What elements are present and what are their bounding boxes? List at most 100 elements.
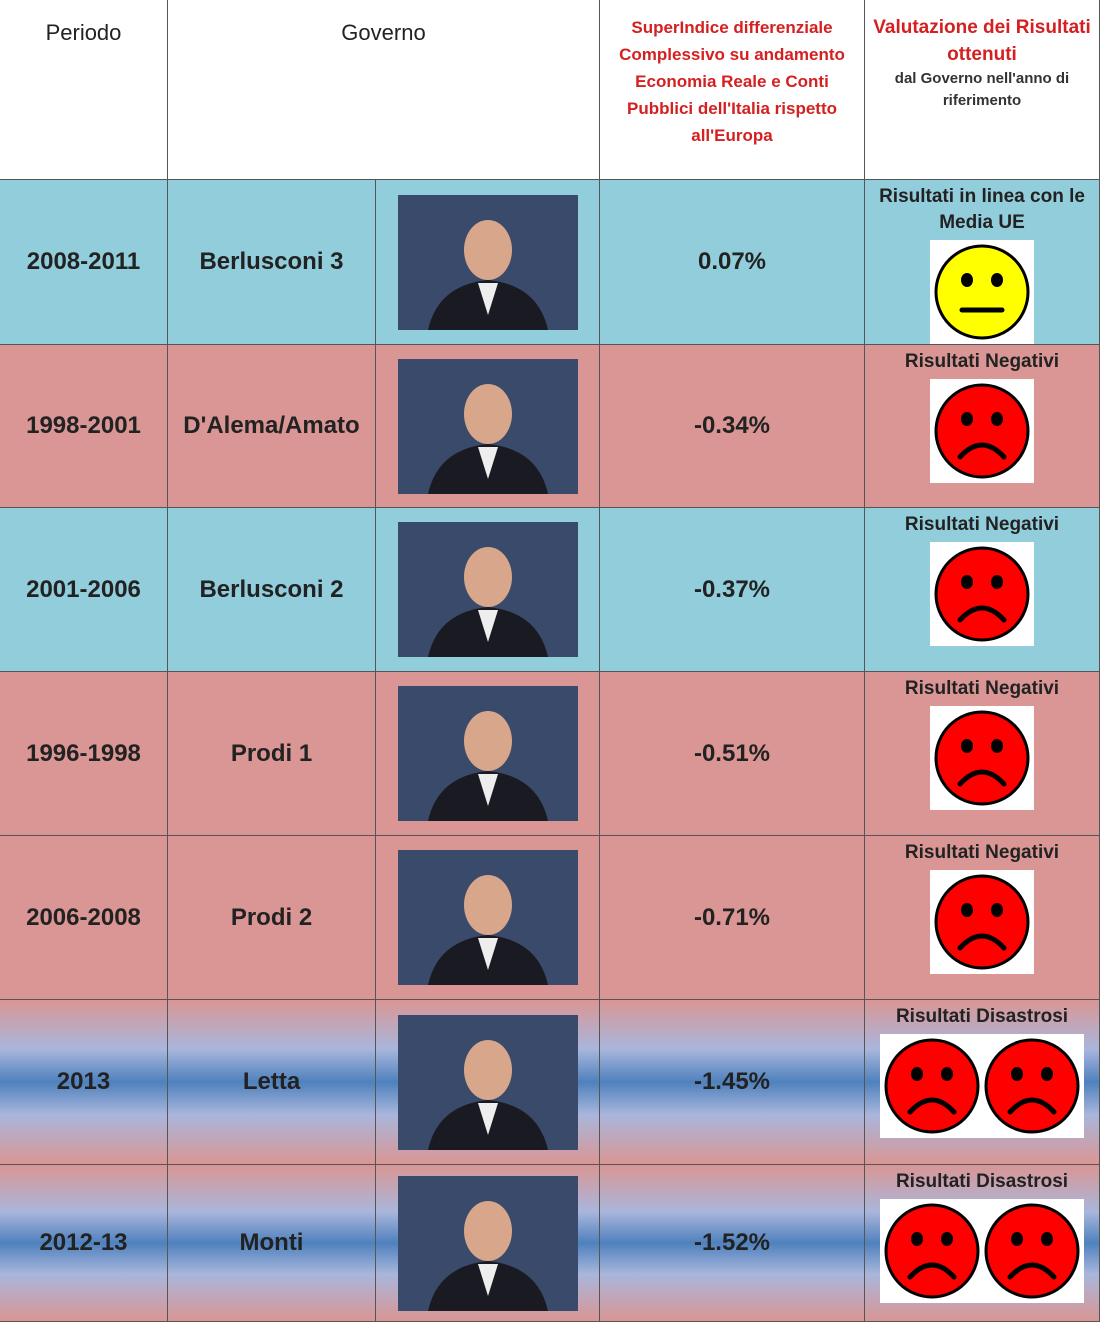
rating-cell: Risultati Disastrosi	[865, 1000, 1100, 1165]
photo-face	[463, 383, 512, 444]
smiley-mouth	[957, 605, 1007, 623]
period-cell: 2008-2011	[0, 180, 168, 345]
smiley-face	[884, 1203, 980, 1299]
header-text: SuperIndice differenziale Complessivo su…	[619, 18, 845, 145]
smiley-eye	[961, 575, 973, 589]
rating-text: Risultati Negativi	[904, 678, 1060, 699]
smiley-mouth	[957, 933, 1007, 951]
rating-icons	[880, 1034, 1084, 1138]
smiley-face	[934, 244, 1030, 340]
smiley-mouth	[1007, 1097, 1057, 1115]
smiley	[934, 874, 1030, 970]
smiley-eye	[991, 739, 1003, 753]
rating-cell: Risultati Negativi	[865, 672, 1100, 836]
period-cell: 2012-13	[0, 1165, 168, 1322]
government-cell: Prodi 2	[168, 836, 376, 1000]
index-cell: -0.37%	[600, 508, 865, 672]
government: Prodi 1	[230, 739, 313, 767]
smiley-eye	[961, 273, 973, 287]
period: 1998-2001	[26, 412, 141, 439]
government-cell: Prodi 1	[168, 672, 376, 836]
smiley	[984, 1038, 1080, 1134]
smiley-face	[984, 1203, 1080, 1299]
smiley	[934, 546, 1030, 642]
rating-text: Risultati Disastrosi	[895, 1006, 1069, 1027]
photo-shirt	[477, 446, 498, 479]
index-cell: -0.51%	[600, 672, 865, 836]
rating-text: Risultati Negativi	[904, 842, 1060, 863]
photo-shirt	[477, 610, 498, 642]
smiley-eye	[961, 412, 973, 426]
period: 2008-2011	[26, 248, 141, 275]
smiley	[934, 383, 1030, 479]
photo-shirt	[477, 282, 498, 315]
smiley-eye	[1011, 1232, 1023, 1246]
period: 2012-13	[39, 1229, 128, 1256]
smiley-mouth	[907, 1262, 957, 1280]
index-value: -0.51%	[693, 739, 771, 767]
index-cell: -1.52%	[600, 1165, 865, 1322]
period: 2001-2006	[26, 575, 141, 603]
rating-text: Risultati Disastrosi	[895, 1171, 1069, 1192]
government: Berlusconi 2	[199, 575, 344, 603]
smiley-face	[984, 1038, 1080, 1134]
smiley-eye	[991, 575, 1003, 589]
index-value: -0.34%	[693, 412, 771, 439]
rating-cell: Risultati Negativi	[865, 508, 1100, 672]
rating-text: Risultati in linea con le Media UE	[879, 186, 1085, 233]
photo-shirt	[477, 1102, 498, 1135]
rating-cell: Risultati Negativi	[865, 345, 1100, 508]
smiley-face	[934, 710, 1030, 806]
photo	[397, 1175, 578, 1311]
smiley	[934, 710, 1030, 806]
period-cell: 2001-2006	[0, 508, 168, 672]
government: Letta	[242, 1068, 301, 1095]
header-rating: Valutazione dei Risultati ottenuti dal G…	[865, 0, 1100, 180]
photo-face	[463, 1200, 512, 1261]
period-cell: 1996-1998	[0, 672, 168, 836]
smiley-face	[934, 874, 1030, 970]
government: Berlusconi 3	[199, 248, 344, 275]
smiley-eye	[991, 412, 1003, 426]
smiley-face	[884, 1038, 980, 1134]
smiley	[934, 244, 1030, 340]
period-cell: 2013	[0, 1000, 168, 1165]
smiley-eye	[961, 903, 973, 917]
period: 2006-2008	[26, 903, 141, 931]
header-index: SuperIndice differenziale Complessivo su…	[600, 0, 865, 180]
photo	[397, 194, 578, 330]
index-cell: -0.71%	[600, 836, 865, 1000]
period-cell: 2006-2008	[0, 836, 168, 1000]
rating-cell: Risultati in linea con le Media UE	[865, 180, 1100, 345]
rating-icons	[930, 379, 1034, 483]
photo	[397, 850, 578, 985]
smiley-mouth	[957, 769, 1007, 787]
period-cell: 1998-2001	[0, 345, 168, 508]
smiley-mouth	[957, 442, 1007, 460]
index-cell: 0.07%	[600, 180, 865, 345]
period: 1996-1998	[26, 739, 141, 767]
photo-shirt	[477, 938, 498, 970]
smiley-face	[934, 546, 1030, 642]
government: Prodi 2	[230, 903, 313, 931]
government-cell: Letta	[168, 1000, 376, 1165]
photo-face	[463, 547, 512, 607]
rating-cell: Risultati Disastrosi	[865, 1165, 1100, 1322]
rating-icons	[880, 1199, 1084, 1303]
photo-cell	[376, 345, 600, 508]
photo	[397, 522, 578, 657]
rating-text: Risultati Negativi	[904, 514, 1060, 535]
photo-cell	[376, 672, 600, 836]
smiley	[984, 1203, 1080, 1299]
index-value: -1.45%	[693, 1068, 771, 1095]
header-text: Valutazione dei Risultati ottenuti	[873, 17, 1091, 65]
photo	[397, 1014, 578, 1150]
smiley-eye	[1041, 1232, 1053, 1246]
photo-cell	[376, 180, 600, 345]
government-cell: D'Alema/Amato	[168, 345, 376, 508]
header-period: Periodo	[0, 0, 168, 180]
period: 2013	[56, 1068, 111, 1095]
smiley-face	[934, 383, 1030, 479]
government: Monti	[239, 1229, 304, 1256]
